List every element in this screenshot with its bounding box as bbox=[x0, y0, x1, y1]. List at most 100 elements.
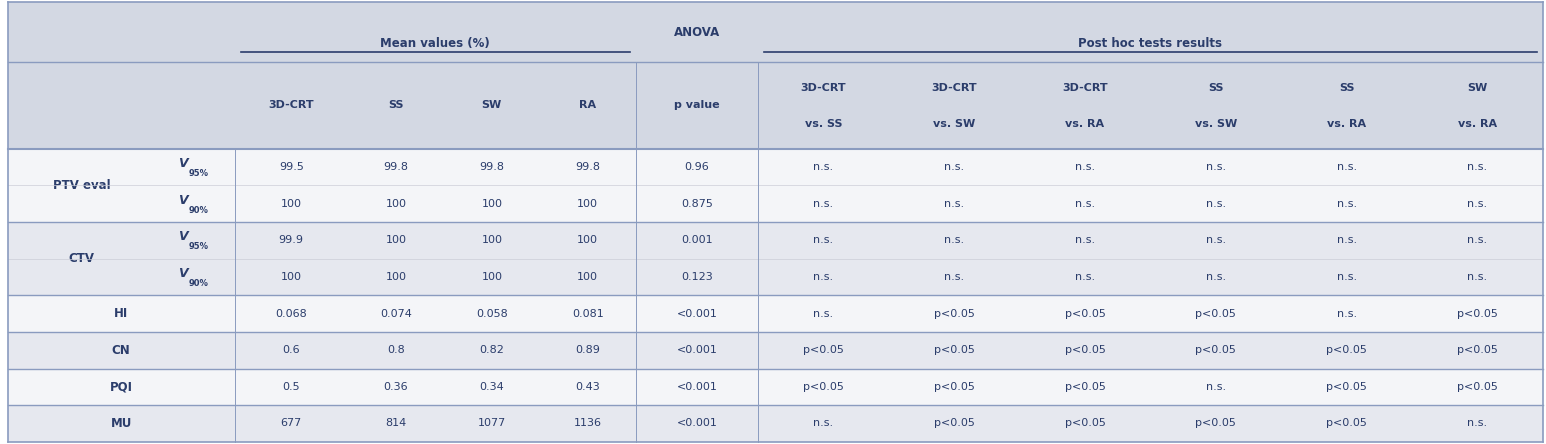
Text: 1077: 1077 bbox=[478, 418, 506, 428]
Text: V: V bbox=[178, 194, 187, 206]
Text: n.s.: n.s. bbox=[813, 162, 833, 172]
Text: p<0.05: p<0.05 bbox=[802, 382, 844, 392]
Text: <0.001: <0.001 bbox=[677, 309, 717, 319]
Text: 1136: 1136 bbox=[574, 418, 601, 428]
Text: V: V bbox=[178, 230, 187, 243]
Text: 0.6: 0.6 bbox=[283, 345, 300, 355]
Text: n.s.: n.s. bbox=[945, 272, 965, 282]
Text: V: V bbox=[178, 157, 187, 170]
Text: HI: HI bbox=[114, 307, 128, 320]
Text: SW: SW bbox=[1467, 83, 1487, 93]
Text: 0.5: 0.5 bbox=[283, 382, 300, 392]
Text: p<0.05: p<0.05 bbox=[1065, 345, 1105, 355]
Bar bbox=[8, 405, 1543, 442]
Text: p<0.05: p<0.05 bbox=[1326, 345, 1367, 355]
Text: p<0.05: p<0.05 bbox=[1456, 309, 1498, 319]
Text: 90%: 90% bbox=[189, 279, 209, 288]
Text: vs. RA: vs. RA bbox=[1326, 119, 1367, 130]
Text: CTV: CTV bbox=[70, 252, 94, 265]
Text: 0.43: 0.43 bbox=[575, 382, 600, 392]
Bar bbox=[8, 258, 1543, 295]
Text: p<0.05: p<0.05 bbox=[1065, 418, 1105, 428]
Text: 100: 100 bbox=[577, 198, 598, 209]
Text: p<0.05: p<0.05 bbox=[1065, 382, 1105, 392]
Text: n.s.: n.s. bbox=[1337, 272, 1357, 282]
Text: p<0.05: p<0.05 bbox=[934, 382, 974, 392]
Text: n.s.: n.s. bbox=[813, 418, 833, 428]
Text: 100: 100 bbox=[481, 198, 502, 209]
Text: <0.001: <0.001 bbox=[677, 418, 717, 428]
Text: n.s.: n.s. bbox=[945, 198, 965, 209]
Text: n.s.: n.s. bbox=[1206, 162, 1226, 172]
Text: 99.8: 99.8 bbox=[575, 162, 600, 172]
Text: n.s.: n.s. bbox=[1206, 198, 1226, 209]
Text: 3D-CRT: 3D-CRT bbox=[269, 100, 314, 111]
Text: p<0.05: p<0.05 bbox=[934, 309, 974, 319]
Text: n.s.: n.s. bbox=[945, 235, 965, 246]
Text: p<0.05: p<0.05 bbox=[1456, 382, 1498, 392]
Text: SS: SS bbox=[1207, 83, 1223, 93]
Text: n.s.: n.s. bbox=[1206, 272, 1226, 282]
Text: n.s.: n.s. bbox=[1206, 235, 1226, 246]
Bar bbox=[8, 332, 1543, 369]
Text: ANOVA: ANOVA bbox=[674, 26, 720, 39]
Text: 99.5: 99.5 bbox=[278, 162, 303, 172]
Text: 0.001: 0.001 bbox=[680, 235, 713, 246]
Text: n.s.: n.s. bbox=[1337, 198, 1357, 209]
Text: 0.123: 0.123 bbox=[680, 272, 713, 282]
Text: 95%: 95% bbox=[189, 169, 209, 178]
Text: 0.068: 0.068 bbox=[275, 309, 308, 319]
Text: n.s.: n.s. bbox=[1467, 162, 1487, 172]
Text: p<0.05: p<0.05 bbox=[1195, 418, 1237, 428]
Text: PTV eval: PTV eval bbox=[53, 179, 111, 192]
Text: 99.8: 99.8 bbox=[383, 162, 408, 172]
Bar bbox=[8, 62, 1543, 149]
Text: p<0.05: p<0.05 bbox=[1456, 345, 1498, 355]
Text: 0.081: 0.081 bbox=[572, 309, 603, 319]
Text: 100: 100 bbox=[577, 235, 598, 246]
Text: n.s.: n.s. bbox=[1074, 272, 1095, 282]
Text: 814: 814 bbox=[385, 418, 407, 428]
Text: p<0.05: p<0.05 bbox=[802, 345, 844, 355]
Text: Mean values (%): Mean values (%) bbox=[380, 37, 490, 50]
Text: vs. RA: vs. RA bbox=[1458, 119, 1497, 130]
Text: n.s.: n.s. bbox=[1467, 235, 1487, 246]
Text: vs. RA: vs. RA bbox=[1065, 119, 1104, 130]
Text: 100: 100 bbox=[481, 272, 502, 282]
Text: vs. SW: vs. SW bbox=[932, 119, 976, 130]
Text: p<0.05: p<0.05 bbox=[1065, 309, 1105, 319]
Text: n.s.: n.s. bbox=[1074, 235, 1095, 246]
Text: 0.058: 0.058 bbox=[476, 309, 507, 319]
Bar bbox=[8, 2, 1543, 62]
Text: p<0.05: p<0.05 bbox=[1195, 309, 1237, 319]
Text: RA: RA bbox=[580, 100, 597, 111]
Text: n.s.: n.s. bbox=[813, 309, 833, 319]
Text: 100: 100 bbox=[385, 198, 407, 209]
Text: 99.8: 99.8 bbox=[479, 162, 504, 172]
Text: SS: SS bbox=[1339, 83, 1354, 93]
Text: 100: 100 bbox=[281, 272, 301, 282]
Text: n.s.: n.s. bbox=[1206, 382, 1226, 392]
Text: 100: 100 bbox=[481, 235, 502, 246]
Text: n.s.: n.s. bbox=[813, 198, 833, 209]
Text: 3D-CRT: 3D-CRT bbox=[801, 83, 846, 93]
Bar bbox=[8, 295, 1543, 332]
Text: vs. SW: vs. SW bbox=[1195, 119, 1237, 130]
Text: n.s.: n.s. bbox=[1074, 162, 1095, 172]
Text: n.s.: n.s. bbox=[945, 162, 965, 172]
Text: CN: CN bbox=[111, 344, 130, 357]
Text: p<0.05: p<0.05 bbox=[1195, 345, 1237, 355]
Text: 95%: 95% bbox=[189, 242, 209, 251]
Text: p value: p value bbox=[674, 100, 719, 111]
Bar bbox=[8, 149, 1543, 186]
Text: V: V bbox=[178, 267, 187, 280]
Text: n.s.: n.s. bbox=[1467, 198, 1487, 209]
Text: SS: SS bbox=[388, 100, 404, 111]
Text: 0.96: 0.96 bbox=[685, 162, 710, 172]
Text: 0.34: 0.34 bbox=[479, 382, 504, 392]
Bar bbox=[8, 186, 1543, 222]
Text: n.s.: n.s. bbox=[1337, 309, 1357, 319]
Text: 3D-CRT: 3D-CRT bbox=[1062, 83, 1108, 93]
Text: n.s.: n.s. bbox=[1074, 198, 1095, 209]
Text: <0.001: <0.001 bbox=[677, 345, 717, 355]
